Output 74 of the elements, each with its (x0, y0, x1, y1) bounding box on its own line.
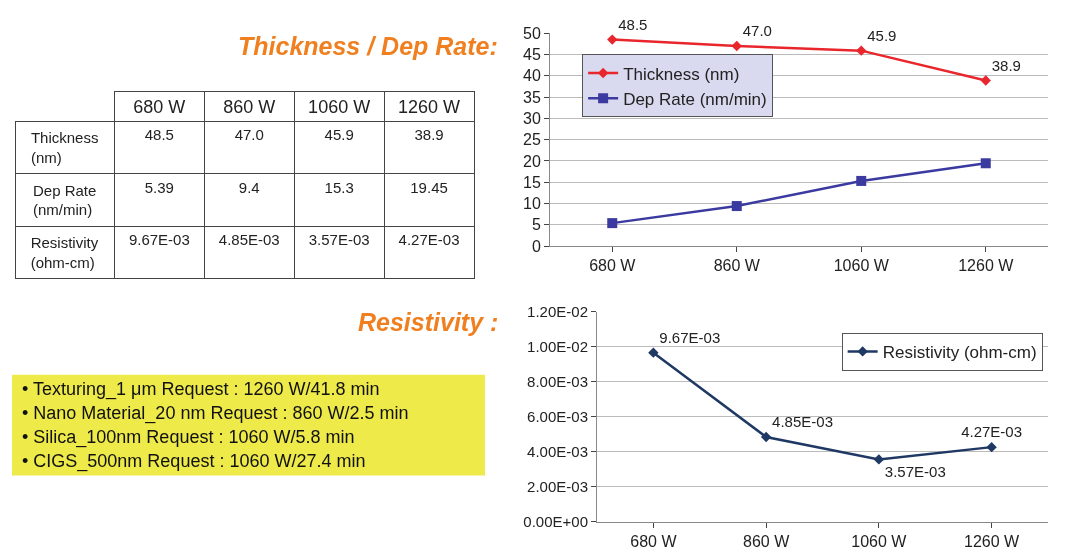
y-tick-label: 1.00E-02 (527, 338, 588, 356)
text: • Texturing_1 μm Request : 1260 W/41.8 min (22, 379, 380, 400)
text: • CIGS_500nm Request : 1060 W/27.4 min (22, 451, 366, 472)
text: 9.67E-03 (128, 231, 190, 249)
y-tick-label: 35 (523, 88, 541, 106)
y-tick-label: 10 (523, 195, 541, 213)
y-tick-label: 15 (523, 173, 541, 191)
data-label: 3.57E-03 (884, 462, 946, 480)
x-tick-label: 1260 W (964, 533, 1021, 551)
data-label: 4.27E-03 (961, 423, 1023, 441)
point (648, 347, 659, 358)
x-tick-label: 680 W (630, 533, 678, 551)
chart-title: Resistivity : (358, 308, 499, 336)
y-tick-label: 0.00E+00 (523, 513, 588, 531)
data-label: 9.67E-03 (659, 328, 721, 346)
legend-label: Thickness (nm) (623, 64, 740, 84)
data-label: 47.0 (742, 22, 772, 40)
category-label: 1260 W (398, 96, 461, 117)
y-tick-label: 1.20E-02 (527, 303, 588, 321)
point (986, 441, 997, 453)
legend-label: Resistivity (ohm-cm) (882, 343, 1037, 363)
text: 47.0 (234, 126, 264, 144)
point (760, 431, 772, 443)
point (980, 75, 991, 86)
y-tick-label: 6.00E-03 (527, 408, 588, 426)
y-tick-label: 40 (523, 67, 541, 85)
text: 45.9 (324, 126, 354, 144)
text: • Nano Material_20 nm Request : 860 W/2.5 min (22, 403, 409, 424)
point (607, 34, 618, 45)
text: 38.9 (414, 126, 444, 144)
point (731, 40, 742, 52)
text: • Silica_100nm Request : 1060 W/5.8 min (22, 427, 355, 448)
text: 48.5 (144, 126, 174, 144)
x-tick-label: 1060 W (833, 257, 890, 275)
y-tick-label: 30 (523, 109, 541, 127)
chart-title: Thickness / Dep Rate: (238, 32, 498, 60)
data-label: 4.85E-03 (772, 413, 834, 431)
category-label: 680 W (133, 96, 186, 117)
category-label: 1060 W (308, 96, 371, 117)
y-tick-label: 50 (523, 24, 541, 42)
text: 3.57E-03 (308, 231, 370, 249)
category-label: Dep Rate (nm/min) (33, 181, 97, 219)
y-tick-label: 45 (523, 46, 541, 64)
text: 4.27E-03 (398, 231, 460, 249)
point (607, 218, 618, 229)
x-tick-label: 1260 W (958, 257, 1015, 275)
point (731, 201, 742, 212)
point (856, 45, 867, 56)
text: 5.39 (144, 179, 174, 196)
x-tick-label: 680 W (589, 257, 637, 275)
x-tick-label: 860 W (742, 533, 791, 551)
y-tick-label: 0 (531, 237, 541, 255)
text: 19.45 (410, 179, 448, 196)
x-tick-label: 1060 W (851, 533, 908, 551)
category-label: Thickness (nm) (30, 129, 99, 166)
category-label: Resistivity (ohm-cm) (30, 234, 99, 271)
category-label: 860 W (223, 96, 276, 117)
point (980, 158, 991, 169)
point (873, 454, 885, 465)
legend-label: Dep Rate (nm/min) (623, 89, 767, 109)
y-tick-label: 20 (523, 152, 541, 170)
y-tick-label: 25 (523, 131, 541, 149)
y-tick-label: 5 (531, 216, 541, 234)
data-label: 48.5 (618, 15, 648, 33)
point (856, 175, 867, 186)
y-tick-label: 8.00E-03 (527, 373, 588, 391)
data-label: 38.9 (991, 56, 1021, 74)
text: 15.3 (324, 179, 354, 196)
text: 9.4 (238, 179, 260, 196)
y-tick-label: 4.00E-03 (527, 443, 588, 461)
y-tick-label: 2.00E-03 (527, 478, 588, 496)
data-label: 45.9 (867, 26, 897, 44)
x-tick-label: 860 W (713, 257, 761, 275)
text: 4.85E-03 (218, 231, 280, 249)
